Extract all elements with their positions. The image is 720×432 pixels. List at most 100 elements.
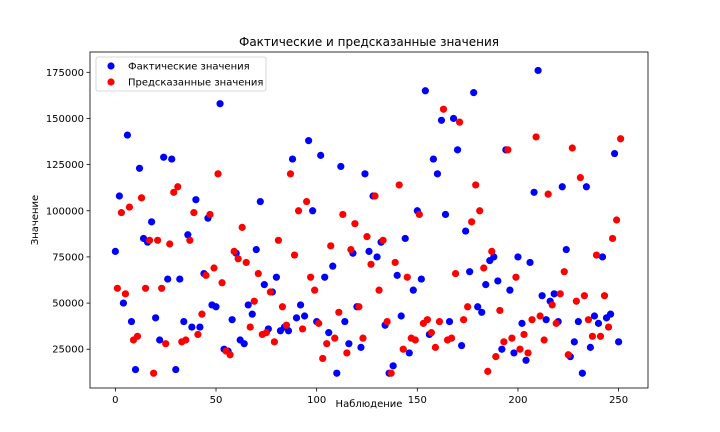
actual-point [534, 66, 542, 75]
legend-box [95, 56, 267, 92]
predicted-point [431, 343, 440, 351]
actual-point [192, 196, 200, 204]
predicted-point [564, 351, 572, 359]
actual-point [135, 164, 144, 172]
actual-point [284, 327, 293, 335]
predicted-point [532, 133, 540, 141]
predicted-point [214, 170, 222, 178]
predicted-point [262, 329, 270, 337]
y-axis-title: Значение [30, 195, 41, 245]
predicted-point [347, 245, 355, 254]
predicted-point [371, 192, 379, 200]
actual-point [321, 273, 329, 281]
y-tick-label: 100000 [46, 206, 84, 217]
actual-point [373, 253, 381, 261]
actual-point [462, 227, 470, 235]
predicted-point [367, 260, 375, 268]
predicted-point [137, 194, 146, 202]
predicted-point [282, 321, 291, 329]
predicted-point [500, 338, 508, 346]
actual-point [296, 301, 305, 309]
legend-label-actual: Фактические значения [128, 62, 250, 73]
predicted-point [254, 269, 262, 278]
predicted-point [439, 105, 448, 113]
actual-point [538, 292, 546, 300]
predicted-point [480, 264, 488, 272]
actual-point [240, 340, 248, 348]
predicted-point [399, 345, 407, 353]
actual-point [401, 234, 409, 243]
actual-point [590, 312, 599, 320]
actual-point [160, 153, 168, 161]
predicted-point [588, 332, 597, 340]
actual-point [578, 369, 586, 377]
predicted-point [154, 236, 162, 244]
predicted-point [415, 210, 423, 219]
actual-point [606, 310, 615, 318]
predicted-point [125, 203, 134, 211]
predicted-point [435, 317, 444, 326]
actual-point [518, 319, 526, 327]
predicted-point [379, 236, 387, 244]
actual-point [345, 340, 353, 348]
predicted-point [242, 258, 250, 267]
predicted-point [359, 334, 367, 342]
predicted-point [335, 308, 343, 316]
actual-point [441, 210, 450, 219]
plot-frame [89, 51, 649, 389]
x-tick-label: 100 [307, 395, 326, 406]
predicted-point [580, 292, 588, 300]
series-actual [111, 66, 623, 377]
x-tick-label: 50 [210, 395, 223, 406]
actual-point [526, 258, 534, 267]
predicted-point [596, 332, 605, 340]
predicted-point [512, 273, 520, 281]
predicted-point [266, 288, 274, 296]
actual-point [445, 317, 454, 326]
predicted-point [395, 181, 403, 189]
predicted-point [488, 247, 496, 255]
actual-point [228, 316, 236, 324]
predicted-point [403, 273, 411, 281]
actual-point [111, 247, 119, 255]
predicted-point [451, 269, 460, 278]
actual-point [168, 155, 176, 163]
predicted-point [516, 345, 524, 353]
predicted-point [476, 207, 484, 215]
predicted-point [460, 316, 468, 324]
actual-point [458, 341, 466, 350]
actual-point [309, 207, 317, 215]
predicted-point [278, 303, 287, 311]
actual-point [429, 155, 438, 163]
actual-point [522, 356, 530, 364]
predicted-point [411, 336, 419, 344]
predicted-point [375, 286, 383, 294]
predicted-point [484, 367, 492, 375]
predicted-point [572, 297, 580, 305]
x-tick-label: 0 [112, 395, 118, 406]
predicted-point [307, 273, 315, 281]
y-tick-label: 50000 [52, 299, 84, 310]
actual-point [184, 231, 192, 239]
predicted-point [468, 218, 476, 226]
predicted-point [202, 271, 210, 279]
actual-point [449, 114, 458, 123]
actual-point [300, 312, 309, 320]
predicted-point [584, 316, 593, 324]
predicted-point [536, 312, 544, 320]
predicted-point [528, 316, 536, 324]
x-tick-label: 200 [508, 395, 527, 406]
predicted-point [133, 332, 142, 340]
actual-point [131, 365, 140, 374]
predicted-point [298, 325, 307, 333]
actual-point [244, 301, 252, 309]
actual-point [550, 290, 558, 298]
actual-point [196, 323, 204, 331]
actual-point [490, 253, 498, 261]
actual-point [397, 312, 405, 320]
predicted-point [592, 251, 601, 259]
y-axis: 25000 50000 75000 100000 125000 150000 175000 [46, 68, 90, 356]
y-tick-label: 125000 [46, 160, 84, 171]
actual-point [252, 245, 260, 254]
predicted-point [174, 183, 182, 191]
